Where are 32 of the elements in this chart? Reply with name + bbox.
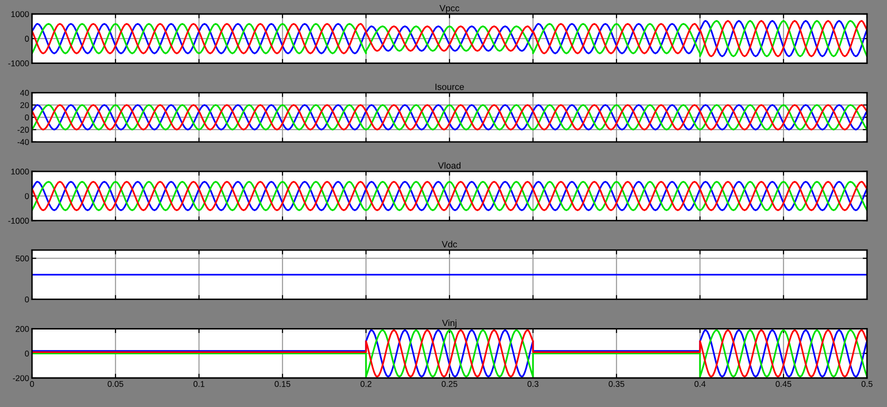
y-tick-label: 200: [16, 326, 29, 332]
y-tick-label: 20: [20, 102, 29, 108]
x-tick-label: 0.35: [608, 381, 624, 387]
y-tick-label: 0: [24, 114, 29, 120]
x-tick-label: 0.3: [528, 381, 538, 387]
y-tick-label: 0: [24, 193, 29, 200]
chart-title: Vdc: [442, 240, 458, 248]
y-tick-label: -1000: [8, 60, 29, 66]
x-tick-label: 0.15: [274, 381, 290, 387]
y-tick-label: -40: [18, 139, 29, 145]
y-tick-label: 1000: [11, 168, 29, 175]
x-tick-label: 0.05: [108, 381, 124, 387]
x-tick-label: 0.2: [360, 381, 372, 387]
x-tick-label: 0.45: [776, 381, 792, 387]
y-tick-label: -1000: [8, 218, 29, 224]
y-tick-label: 0: [24, 36, 29, 42]
y-tick-label: 0: [24, 350, 29, 357]
chart-title: Vpcc: [440, 5, 460, 14]
y-tick-label: 500: [16, 256, 29, 262]
y-tick-label: -20: [18, 126, 29, 133]
y-tick-label: -200: [12, 375, 29, 382]
x-tick-label: 0.4: [694, 381, 706, 387]
y-tick-label: 0: [24, 296, 29, 302]
chart-title: Vinj: [442, 319, 456, 328]
chart-title: Vload: [438, 162, 460, 169]
y-tick-label: 40: [20, 90, 29, 96]
x-tick-label: 0.1: [194, 381, 204, 387]
x-tick-label: 0: [30, 381, 34, 387]
chart-title: Isource: [436, 84, 464, 90]
y-tick-label: 1000: [11, 11, 29, 18]
x-tick-label: 0.5: [862, 381, 872, 387]
x-tick-label: 0.25: [442, 381, 458, 387]
